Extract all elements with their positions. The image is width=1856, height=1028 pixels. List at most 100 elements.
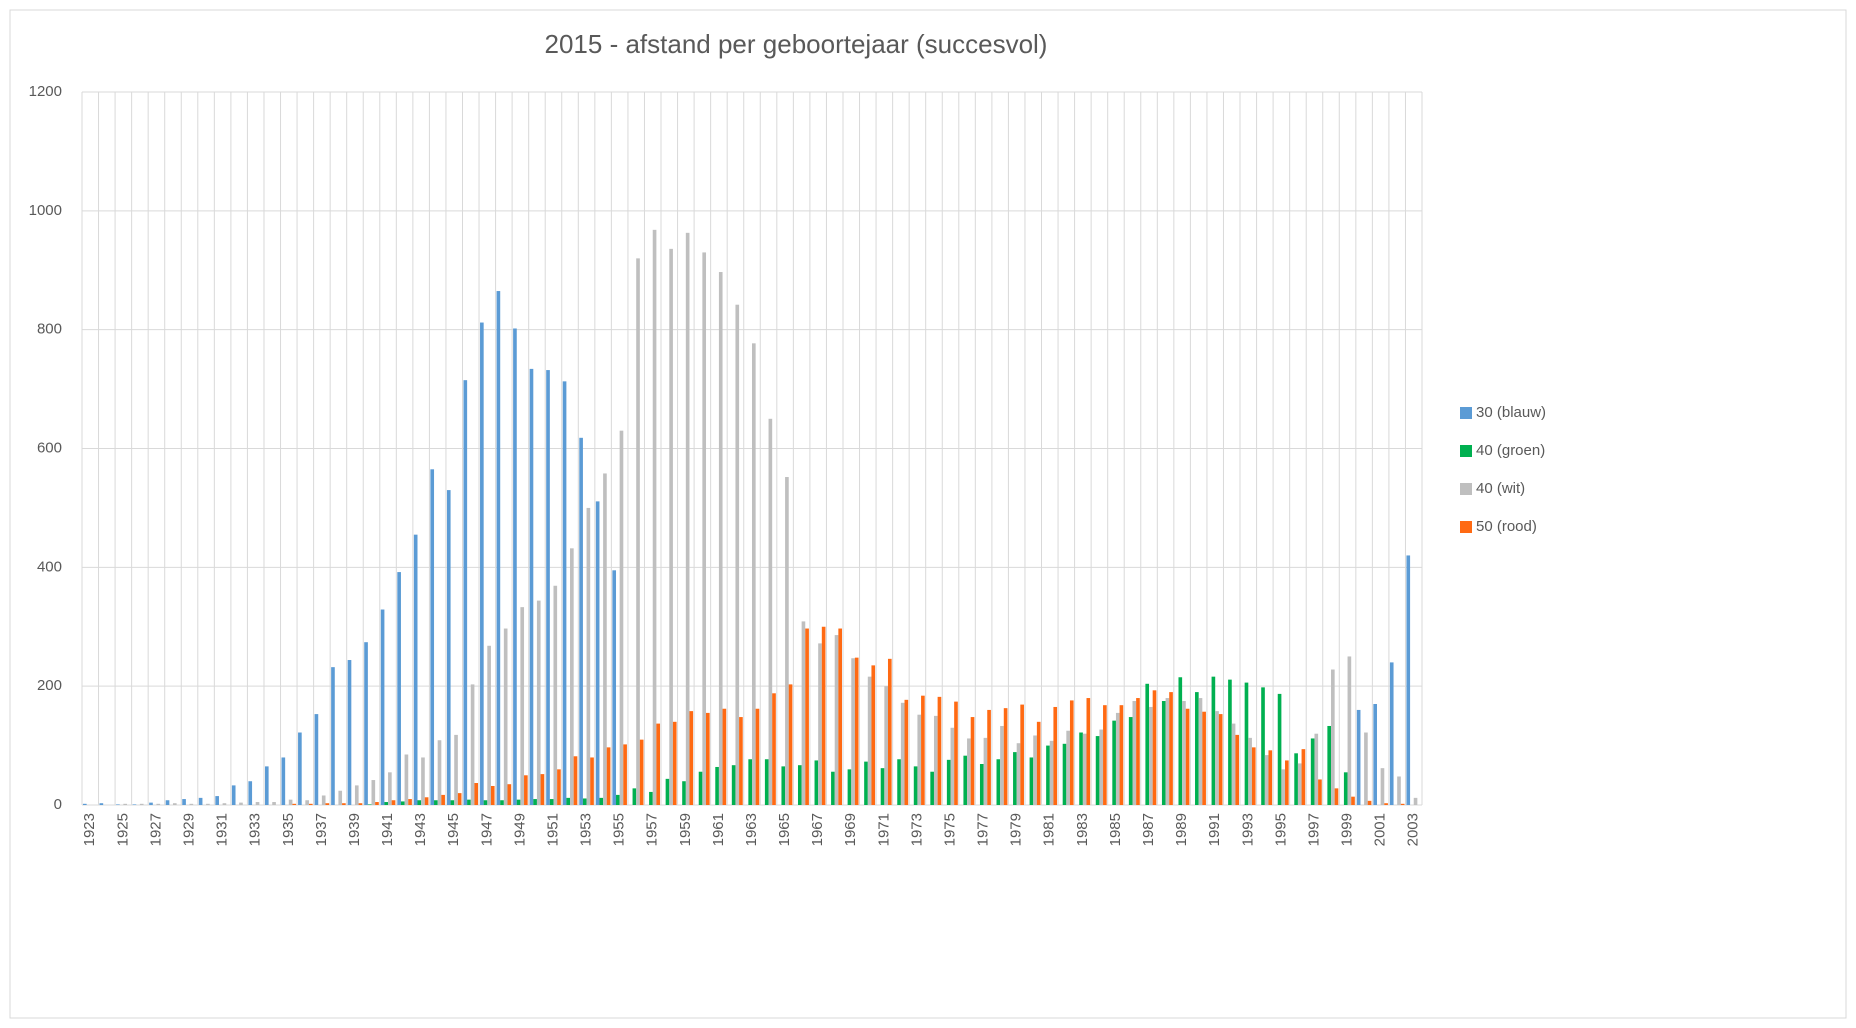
bar (82, 803, 87, 805)
bar (821, 626, 826, 805)
bar (231, 785, 236, 805)
bar (814, 760, 819, 805)
bar (1095, 736, 1100, 805)
bar (292, 803, 297, 805)
bar (797, 765, 802, 805)
bar (1086, 698, 1091, 805)
bar (371, 780, 376, 805)
bar (474, 783, 479, 805)
bar (255, 802, 260, 805)
bar (871, 665, 876, 805)
x-tick-label: 1981 (1041, 813, 1058, 846)
bar (553, 585, 558, 805)
bar (904, 699, 909, 805)
bar (367, 804, 372, 805)
bar (834, 635, 839, 805)
bar (669, 248, 673, 806)
bar (483, 800, 488, 805)
bar (805, 628, 809, 805)
bar (652, 229, 657, 805)
x-tick-label: 1947 (478, 813, 495, 846)
bar (612, 570, 617, 805)
bar (557, 769, 561, 805)
bar (239, 802, 243, 805)
x-tick-label: 1965 (776, 813, 793, 846)
bar (768, 418, 773, 805)
bar (702, 252, 707, 806)
bar (325, 803, 330, 805)
bar (930, 771, 934, 805)
bar (1178, 677, 1183, 805)
legend-swatch (1460, 445, 1472, 457)
bar (1251, 747, 1256, 805)
legend-swatch (1460, 521, 1472, 533)
bar (884, 686, 888, 805)
bar (546, 370, 550, 805)
bar (1268, 750, 1273, 805)
bar (1136, 698, 1140, 805)
bar (656, 723, 661, 805)
bar (781, 766, 786, 805)
x-tick-label: 1941 (379, 813, 396, 846)
x-tick-label: 1959 (677, 813, 694, 846)
bar (672, 721, 677, 805)
bar (1000, 725, 1004, 805)
bar (913, 766, 918, 805)
bar (480, 322, 484, 805)
bar (801, 621, 806, 805)
bar (689, 711, 694, 805)
bar (1327, 725, 1332, 805)
x-tick-label: 1939 (346, 813, 363, 846)
bar (463, 380, 468, 805)
bar (1343, 772, 1348, 805)
bar (1367, 800, 1372, 805)
bar (867, 676, 872, 805)
bar (1334, 788, 1339, 805)
bar (1069, 700, 1074, 805)
legend-label: 40 (groen) (1476, 442, 1545, 459)
bar (1261, 687, 1265, 805)
x-tick-label: 2003 (1405, 813, 1422, 846)
bar (549, 799, 554, 805)
x-tick-label: 1999 (1339, 813, 1356, 846)
bar (818, 643, 822, 805)
legend-label: 40 (wit) (1476, 480, 1525, 497)
bar (507, 784, 512, 805)
bar (636, 258, 640, 805)
bar (198, 797, 203, 805)
bar (487, 645, 491, 805)
x-tick-label: 1955 (611, 813, 628, 846)
bar (851, 658, 855, 805)
bar (1397, 776, 1401, 805)
x-tick-label: 1963 (743, 813, 760, 846)
bar (1119, 705, 1124, 805)
bar (1285, 760, 1289, 805)
bar (457, 793, 462, 805)
bar (987, 709, 991, 805)
y-tick-label: 400 (37, 558, 62, 575)
x-tick-label: 1951 (544, 813, 561, 846)
bar (1248, 737, 1252, 805)
bar (954, 701, 958, 805)
bar (685, 232, 690, 805)
bar (933, 715, 938, 805)
bar (1046, 745, 1050, 805)
x-tick-label: 1923 (81, 813, 98, 846)
bar (1161, 701, 1166, 805)
bar (649, 791, 653, 805)
bar (1112, 720, 1116, 805)
x-tick-label: 1927 (147, 813, 164, 846)
legend-swatch (1460, 483, 1472, 495)
bar (1389, 662, 1394, 805)
bar (897, 759, 901, 805)
bar (722, 708, 727, 805)
bar (1049, 740, 1054, 805)
bar (1128, 717, 1133, 805)
bar (1297, 763, 1302, 805)
bar (1149, 706, 1153, 805)
y-tick-label: 1000 (29, 202, 62, 219)
bar (430, 469, 435, 805)
bar (397, 572, 401, 805)
bar (1331, 669, 1335, 805)
